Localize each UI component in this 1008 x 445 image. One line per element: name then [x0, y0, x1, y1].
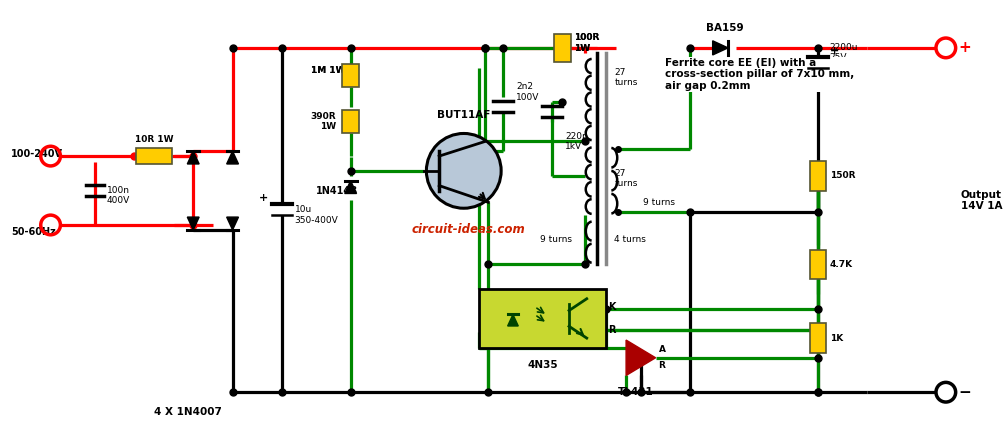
- Bar: [343, 64, 359, 87]
- Text: 220p
1kV: 220p 1kV: [565, 132, 588, 151]
- Text: 1K: 1K: [830, 334, 843, 343]
- Polygon shape: [626, 340, 655, 376]
- Bar: [343, 110, 359, 134]
- Text: 50-60Hz: 50-60Hz: [11, 227, 56, 237]
- Text: 2n2
100V: 2n2 100V: [516, 82, 539, 102]
- Bar: [809, 250, 827, 279]
- Text: Ferrite core EE (EI) with a
cross-section pillar of 7x10 mm,
air gap 0.2mm: Ferrite core EE (EI) with a cross-sectio…: [665, 58, 855, 91]
- Polygon shape: [508, 315, 518, 326]
- Polygon shape: [187, 217, 200, 230]
- Text: +: +: [259, 193, 268, 203]
- Text: 100n
400V: 100n 400V: [107, 186, 130, 205]
- Text: Output
14V 1A: Output 14V 1A: [961, 190, 1002, 211]
- Polygon shape: [345, 181, 357, 194]
- Text: +: +: [830, 46, 839, 56]
- Text: 27
turns: 27 turns: [614, 169, 638, 188]
- Text: 4 X 1N4007: 4 X 1N4007: [154, 407, 222, 417]
- Polygon shape: [227, 151, 239, 164]
- Bar: [809, 161, 827, 190]
- Text: circuit-ideas.com: circuit-ideas.com: [412, 223, 525, 236]
- Text: BA159: BA159: [706, 23, 743, 33]
- Text: 100R
1W: 100R 1W: [574, 33, 600, 53]
- Text: 1M 1W: 1M 1W: [311, 66, 346, 75]
- Text: BUT11AF: BUT11AF: [437, 110, 491, 120]
- Text: 1N4148: 1N4148: [317, 186, 358, 195]
- Text: R: R: [609, 325, 616, 335]
- Text: +: +: [959, 40, 972, 55]
- Text: 150R: 150R: [830, 171, 855, 180]
- Text: 10u
350-400V: 10u 350-400V: [294, 206, 339, 225]
- Bar: [809, 324, 827, 353]
- Bar: [136, 148, 171, 165]
- Bar: [479, 289, 607, 348]
- Text: R: R: [658, 361, 665, 370]
- Text: 4.7K: 4.7K: [830, 260, 853, 269]
- Text: 4N35: 4N35: [527, 360, 557, 370]
- Text: 100-240V: 100-240V: [11, 149, 64, 159]
- Text: 100R
1W: 100R 1W: [574, 33, 600, 53]
- Text: TL431: TL431: [618, 387, 654, 397]
- Text: A: A: [658, 345, 665, 354]
- Text: 4 turns: 4 turns: [614, 235, 646, 244]
- Text: 2200u
25V: 2200u 25V: [830, 43, 858, 62]
- Text: 1M 1W: 1M 1W: [311, 66, 346, 75]
- Text: 10R 1W: 10R 1W: [135, 135, 173, 144]
- Text: 9 turns: 9 turns: [643, 198, 675, 207]
- Text: −: −: [959, 384, 972, 400]
- Polygon shape: [227, 217, 239, 230]
- Polygon shape: [187, 151, 200, 164]
- Circle shape: [426, 134, 501, 208]
- Polygon shape: [713, 41, 728, 55]
- Text: 9 turns: 9 turns: [540, 235, 572, 244]
- Text: 390R
1W: 390R 1W: [310, 112, 336, 131]
- Bar: [553, 34, 571, 62]
- Text: K: K: [609, 302, 616, 312]
- Text: 27
turns: 27 turns: [614, 68, 638, 87]
